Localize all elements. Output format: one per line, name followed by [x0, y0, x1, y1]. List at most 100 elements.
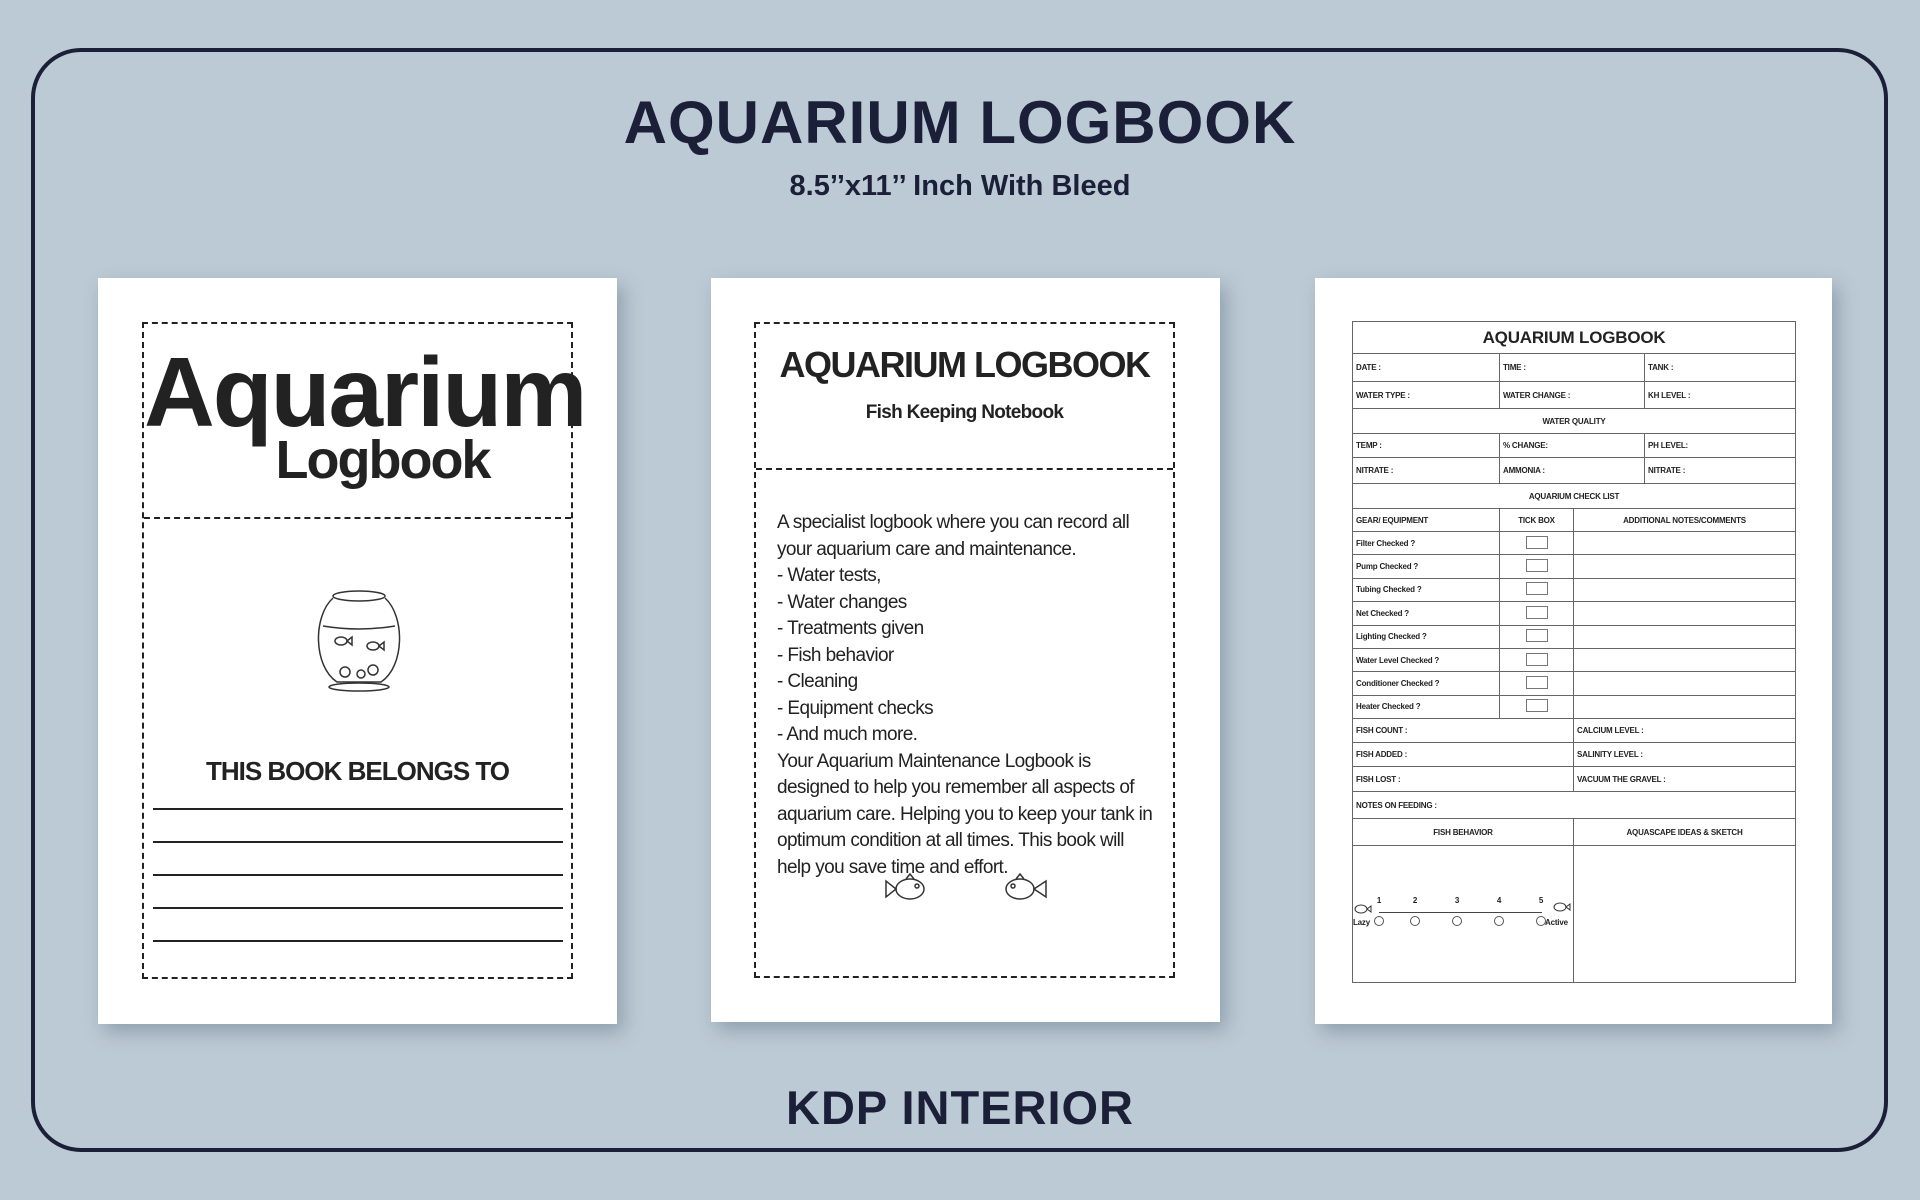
cover-title-logbook: Logbook [275, 430, 492, 490]
time-field[interactable]: TIME : [1499, 353, 1645, 382]
intro-line: A specialist logbook where you can recor… [777, 512, 1130, 560]
scale-high-label: Active [1545, 918, 1568, 928]
scale-radio[interactable] [1374, 916, 1384, 927]
calcium-level-field[interactable]: CALCIUM LEVEL : [1572, 718, 1797, 744]
name-line [153, 874, 563, 876]
intro-page-preview: AQUARIUM LOGBOOK Fish Keeping Notebook A… [711, 278, 1220, 1022]
dashed-border: AQUARIUM LOGBOOK Fish Keeping Notebook A… [754, 322, 1175, 978]
dashed-divider [756, 468, 1173, 470]
name-line [153, 808, 563, 810]
scale-radio[interactable] [1494, 916, 1504, 927]
log-table: AQUARIUM LOGBOOK DATE : TIME : TANK : WATE… [1351, 321, 1797, 984]
vacuum-gravel-field[interactable]: VACUUM THE GRAVEL : [1572, 766, 1797, 793]
fish-behavior-scale: Lazy Active 1 2 3 4 5 [1352, 845, 1574, 984]
outer-frame [31, 48, 1888, 1152]
fishbowl-icon [317, 590, 401, 692]
scale-radio[interactable] [1452, 916, 1462, 927]
tick-checkbox[interactable] [1525, 699, 1548, 713]
water-type-field[interactable]: WATER TYPE : [1352, 381, 1500, 409]
checklist-label: Tubing Checked ? [1352, 577, 1500, 603]
salinity-level-field[interactable]: SALINITY LEVEL : [1572, 742, 1797, 768]
intro-line: - Water changes [777, 591, 907, 613]
notes-cell[interactable] [1572, 554, 1797, 579]
checklist-row: Tubing Checked ? [1352, 577, 1797, 603]
water-quality-header: WATER QUALITY [1351, 408, 1797, 434]
dashed-border: Aquarium Logbook THIS BOOK BELONGS TO [142, 322, 587, 979]
notes-feeding-field[interactable]: NOTES ON FEEDING : [1351, 791, 1797, 820]
ph-level-field[interactable]: PH LEVEL: [1643, 433, 1797, 458]
dashed-divider [144, 517, 571, 519]
checklist-label: Water Level Checked ? [1352, 647, 1500, 673]
tick-checkbox[interactable] [1525, 676, 1548, 690]
fish-icon [1005, 872, 1047, 900]
nitrate-field[interactable]: NITRATE : [1352, 457, 1500, 484]
col-notes: ADDITIONAL NOTES/COMMENTS [1572, 508, 1797, 532]
col-tick-box: TICK BOX [1499, 508, 1574, 532]
checklist-label: Pump Checked ? [1352, 554, 1500, 579]
tick-checkbox[interactable] [1525, 605, 1548, 619]
name-line [153, 841, 563, 843]
kh-level-field[interactable]: KH LEVEL : [1643, 381, 1797, 409]
tick-checkbox[interactable] [1525, 559, 1548, 573]
subtitle: 8.5’’x11’’ Inch With Bleed [789, 170, 1131, 202]
fish-lost-field[interactable]: FISH LOST : [1352, 766, 1574, 793]
date-field[interactable]: DATE : [1352, 353, 1500, 382]
intro-line: - Cleaning [777, 671, 858, 692]
fish-icon [885, 872, 925, 900]
ammonia-field[interactable]: AMMONIA : [1499, 457, 1645, 484]
scale-number: 2 [1412, 896, 1418, 906]
scale-number: 3 [1454, 896, 1460, 906]
fish-count-field[interactable]: FISH COUNT : [1352, 718, 1574, 744]
notes-cell[interactable] [1572, 601, 1797, 626]
checklist-label: Heater Checked ? [1352, 694, 1500, 720]
tank-field[interactable]: TANK : [1643, 353, 1797, 382]
nitrate-field-2[interactable]: NITRATE : [1643, 457, 1797, 484]
cover-title-aquarium: Aquarium [144, 337, 587, 447]
scale-number: 1 [1376, 896, 1382, 906]
aquascape-header: AQUASCAPE IDEAS & SKETCH [1572, 818, 1797, 847]
main-title: AQUARIUM LOGBOOK [623, 89, 1297, 156]
logbook-page-preview: AQUARIUM LOGBOOK DATE : TIME : TANK : WATE… [1315, 278, 1832, 1024]
notes-cell[interactable] [1572, 647, 1797, 673]
cover-page-preview: Aquarium Logbook THIS BOOK BELONGS TO [98, 278, 617, 1024]
footer-label: KDP INTERIOR [786, 1081, 1134, 1134]
notes-cell[interactable] [1572, 624, 1797, 649]
intro-line: - Equipment checks [777, 697, 934, 719]
fish-added-field[interactable]: FISH ADDED : [1352, 742, 1574, 768]
notes-cell[interactable] [1572, 577, 1797, 603]
intro-line: Your Aquarium Maintenance Logbook is des… [777, 750, 1153, 878]
water-change-field[interactable]: WATER CHANGE : [1499, 381, 1645, 409]
checklist-row: Conditioner Checked ? [1352, 671, 1797, 696]
scale-number: 5 [1538, 896, 1544, 906]
notes-cell[interactable] [1572, 671, 1797, 696]
tick-checkbox[interactable] [1525, 535, 1548, 549]
intro-subtitle: Fish Keeping Notebook [865, 402, 1064, 423]
notes-cell[interactable] [1572, 694, 1797, 720]
intro-line: - Fish behavior [777, 644, 894, 666]
scale-line [1379, 912, 1542, 914]
notes-cell[interactable] [1572, 530, 1797, 556]
temp-field[interactable]: TEMP : [1352, 433, 1500, 458]
scale-radio[interactable] [1410, 916, 1420, 927]
aquascape-sketch-area[interactable] [1572, 845, 1797, 984]
checklist-header: AQUARIUM CHECK LIST [1351, 483, 1797, 509]
checklist-row: Water Level Checked ? [1352, 647, 1797, 673]
intro-title: AQUARIUM LOGBOOK [779, 344, 1151, 385]
scale-number: 4 [1496, 896, 1502, 906]
checklist-row: Lighting Checked ? [1352, 624, 1797, 649]
checklist-row: Net Checked ? [1352, 601, 1797, 626]
belongs-to-label: THIS BOOK BELONGS TO [205, 756, 510, 786]
name-line [153, 940, 563, 942]
checklist-row: Filter Checked ? [1352, 530, 1797, 556]
scale-radio[interactable] [1536, 916, 1546, 927]
checklist-row: Pump Checked ? [1352, 554, 1797, 579]
tick-checkbox[interactable] [1525, 652, 1548, 666]
fish-icon [1354, 904, 1372, 914]
intro-line: - And much more. [777, 724, 918, 745]
tick-checkbox[interactable] [1525, 582, 1548, 596]
checklist-row: Heater Checked ? [1352, 694, 1797, 720]
percent-change-field[interactable]: % CHANGE: [1499, 433, 1645, 458]
checklist-label: Conditioner Checked ? [1352, 671, 1500, 696]
checklist-label: Net Checked ? [1352, 601, 1500, 626]
tick-checkbox[interactable] [1525, 629, 1548, 643]
